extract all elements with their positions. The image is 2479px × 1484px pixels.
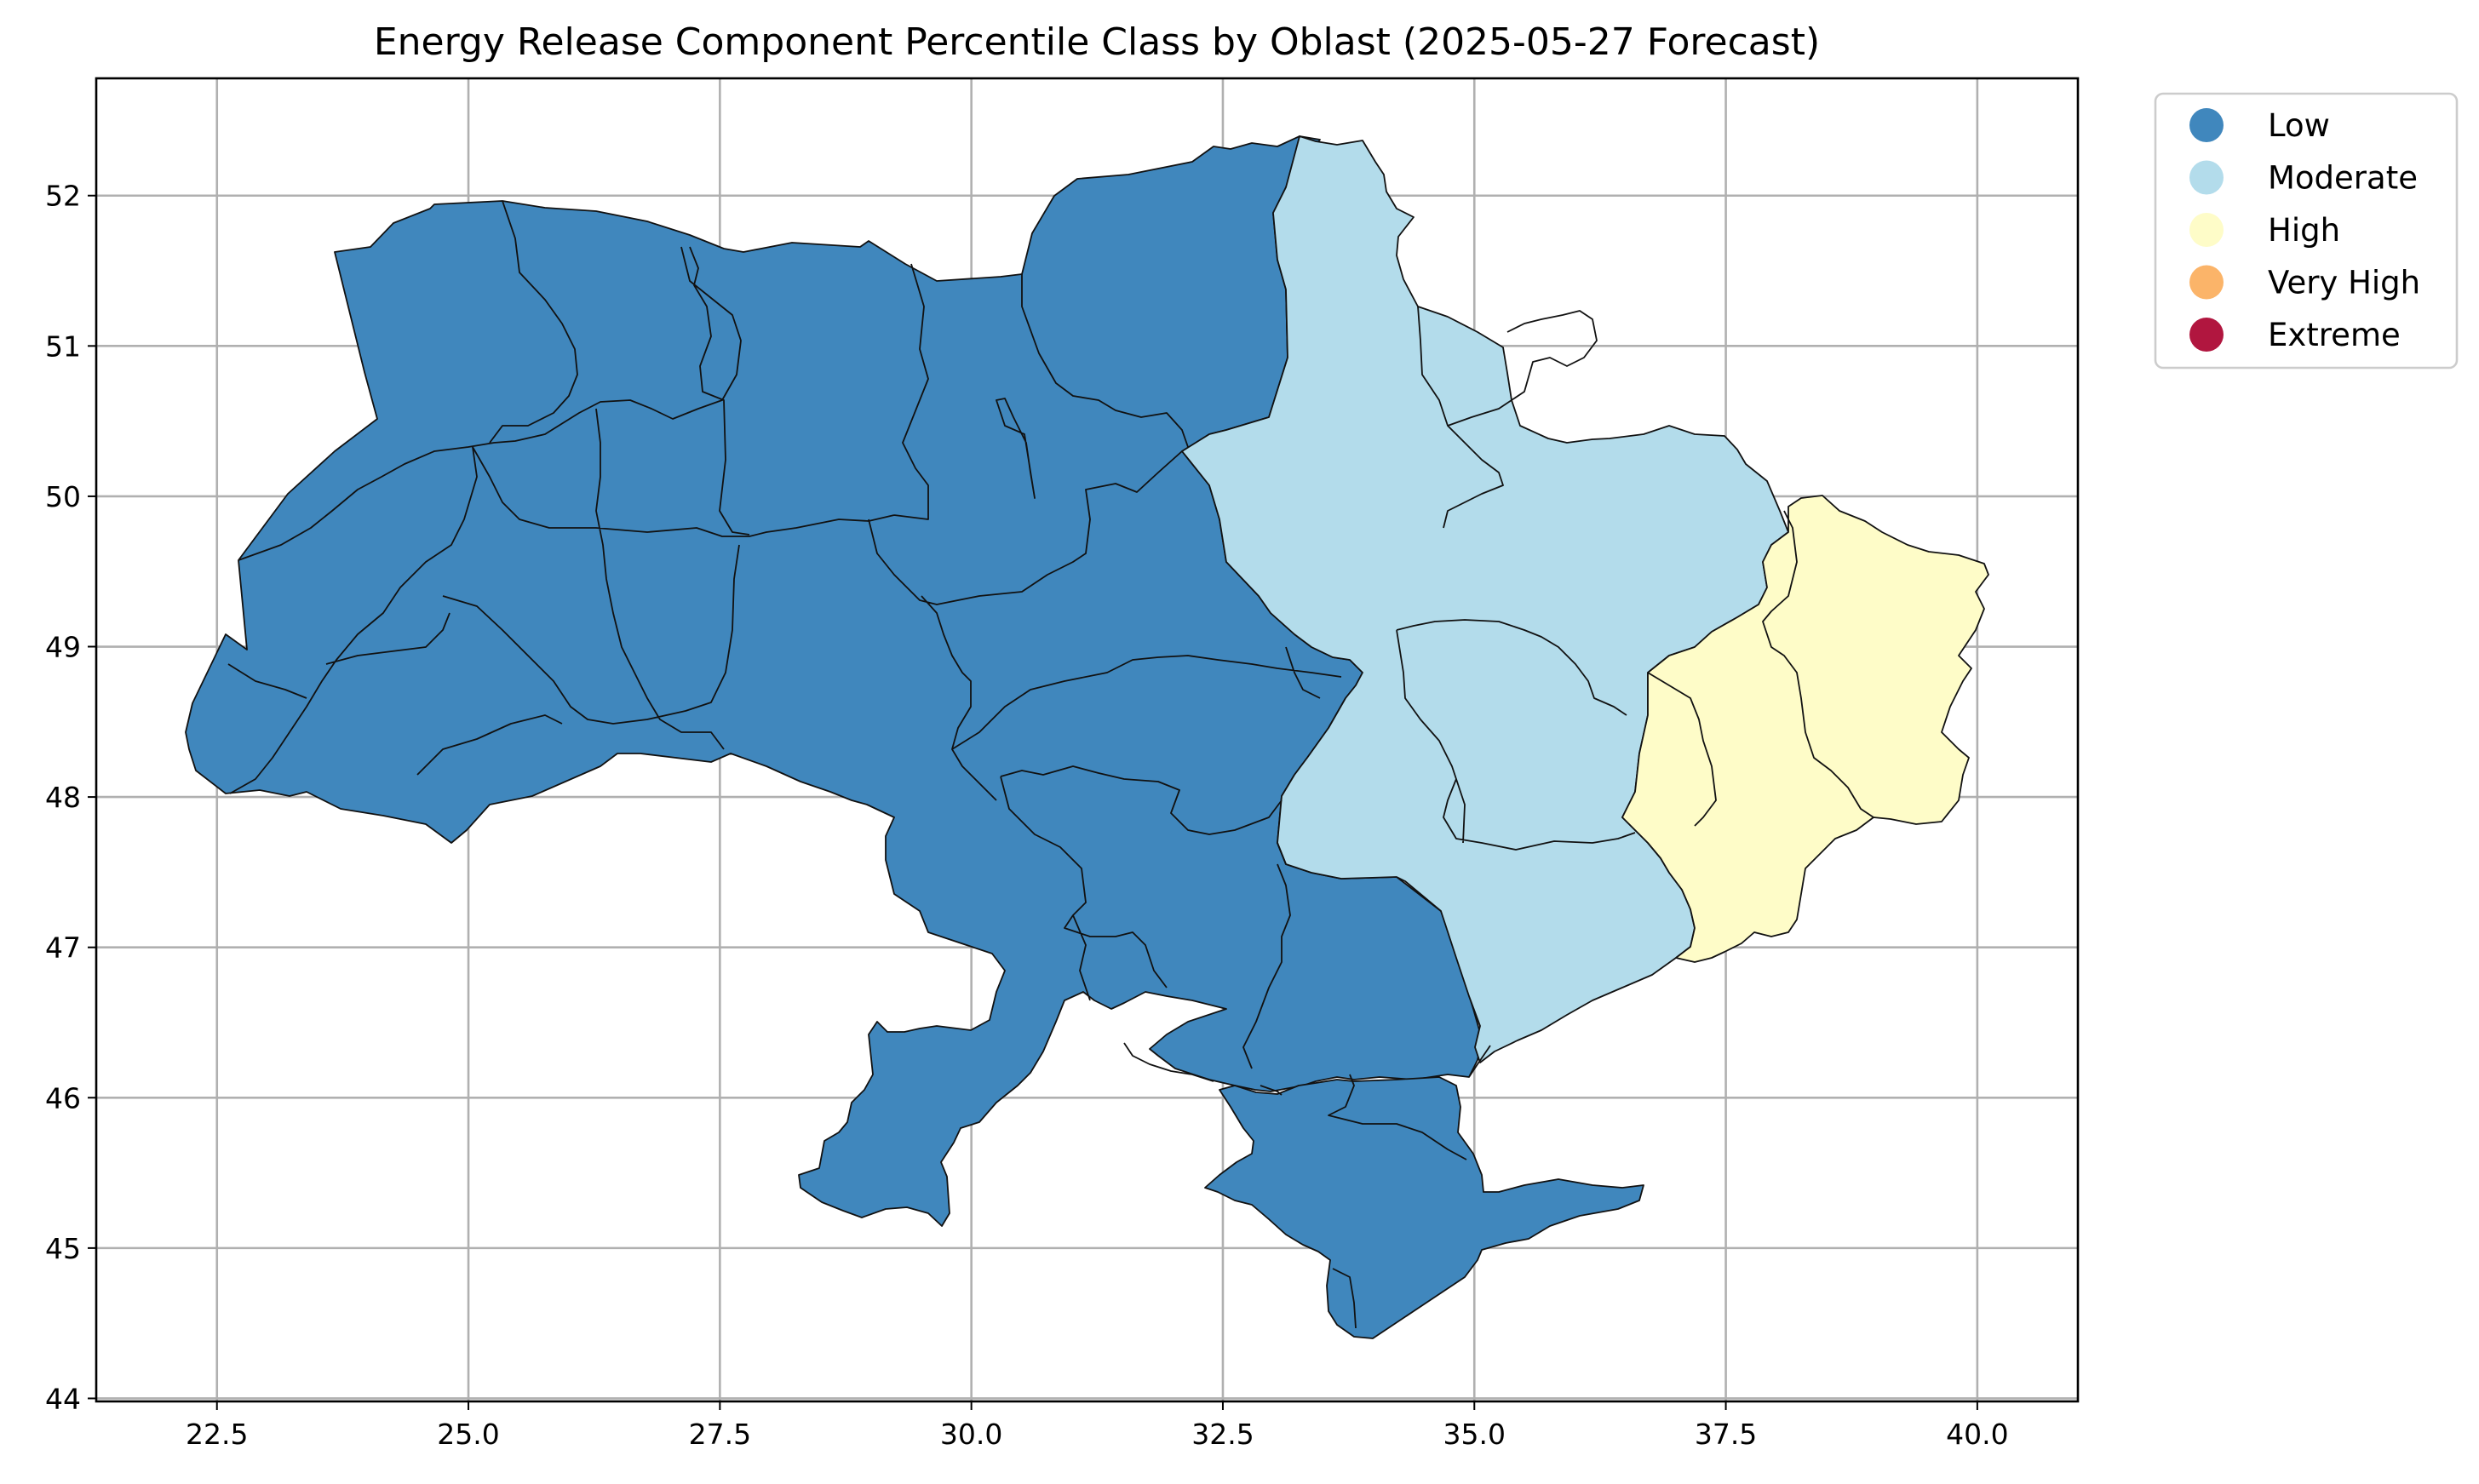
y-tick-label: 50 [45,480,81,513]
coastline-detail [1123,1042,1491,1096]
legend-marker-very-high [2189,265,2224,300]
y-tick-label: 46 [45,1081,81,1114]
y-tick-label: 45 [45,1232,81,1265]
region-low-mainland [185,135,1483,1227]
region-low-crimea [1204,1076,1644,1339]
x-tick-label: 25.0 [437,1418,499,1451]
oblast-borders [227,200,1874,1329]
y-tick-label: 51 [45,329,81,363]
x-tick-label: 27.5 [689,1418,751,1451]
plot-frame [95,77,2080,1403]
legend-label: High [2268,212,2340,249]
x-tick-label: 32.5 [1191,1418,1254,1451]
legend: Low Moderate High Very High Extreme [2154,92,2459,370]
legend-label: Extreme [2268,317,2401,353]
legend-marker-high [2189,213,2224,247]
x-tick-label: 40.0 [1946,1418,2008,1451]
legend-label: Very High [2268,265,2420,301]
x-tick-label: 35.0 [1443,1418,1506,1451]
legend-label: Low [2268,107,2330,144]
oblast-regions [185,135,1989,1339]
legend-frame [2154,92,2459,370]
y-tick-label: 52 [45,180,81,213]
y-tick-label: 48 [45,781,81,814]
x-tick-label: 22.5 [186,1418,248,1451]
legend-marker-low [2189,108,2224,142]
y-tick-label: 49 [45,631,81,664]
y-tick-label: 47 [45,931,81,965]
y-tick-label: 44 [45,1382,81,1415]
legend-marker-extreme [2189,318,2224,352]
x-tick-label: 30.0 [940,1418,1002,1451]
legend-marker-moderate [2189,160,2224,195]
legend-label: Moderate [2268,160,2418,197]
axis-ticks: 22.5 25.0 27.5 30.0 32.5 35.0 37.5 40.0 44 45 46 47… [45,180,2009,1451]
x-tick-label: 37.5 [1695,1418,1757,1451]
chart-title: Energy Release Component Percentile Clas… [374,20,1820,64]
